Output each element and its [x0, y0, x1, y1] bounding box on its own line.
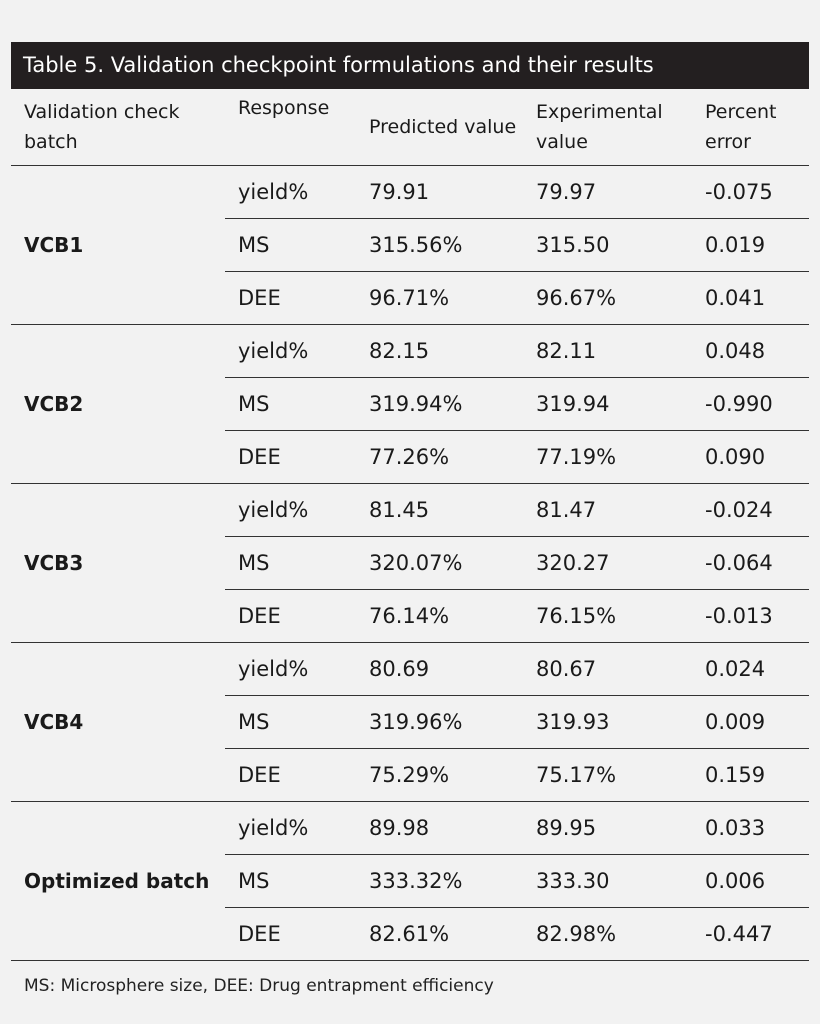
cell-experimental: 315.50 [523, 218, 692, 272]
cell-predicted: 82.61% [356, 907, 523, 961]
cell-experimental: 82.11 [523, 324, 692, 378]
cell-error: 0.019 [692, 218, 809, 272]
cell-response: DEE [225, 589, 356, 643]
cell-error: 0.048 [692, 324, 809, 378]
cell-predicted: 319.96% [356, 695, 523, 749]
cell-response: MS [225, 695, 356, 749]
table-container: Table 5. Validation checkpoint formulati… [11, 42, 809, 961]
cell-predicted: 96.71% [356, 271, 523, 325]
cell-predicted: 333.32% [356, 854, 523, 908]
cell-experimental: 319.94 [523, 377, 692, 431]
cell-predicted: 81.45 [356, 483, 523, 537]
cell-experimental: 333.30 [523, 854, 692, 908]
cell-response: yield% [225, 324, 356, 378]
cell-predicted: 79.91 [356, 165, 523, 219]
cell-predicted: 80.69 [356, 642, 523, 696]
cell-error: 0.090 [692, 430, 809, 484]
cell-predicted: 75.29% [356, 748, 523, 802]
cell-error: 0.009 [692, 695, 809, 749]
cell-experimental: 80.67 [523, 642, 692, 696]
cell-response: yield% [225, 483, 356, 537]
cell-experimental: 79.97 [523, 165, 692, 219]
batch-label: VCB3 [11, 483, 225, 643]
batch-label: VCB4 [11, 642, 225, 802]
cell-experimental: 82.98% [523, 907, 692, 961]
cell-experimental: 89.95 [523, 801, 692, 855]
cell-error: -0.447 [692, 907, 809, 961]
table-row: VCB4 yield% 80.69 80.67 0.024 [11, 642, 809, 802]
table-row: DEE 75.29% 75.17% 0.159 [11, 748, 809, 802]
batch-label: VCB1 [11, 165, 225, 325]
table-row: MS 320.07% 320.27 -0.064 [11, 536, 809, 590]
cell-predicted: 89.98 [356, 801, 523, 855]
batch-label: VCB2 [11, 324, 225, 484]
header-error: Percent error [692, 89, 809, 166]
table-row: DEE 96.71% 96.67% 0.041 [11, 271, 809, 325]
cell-predicted: 76.14% [356, 589, 523, 643]
cell-error: -0.024 [692, 483, 809, 537]
table-row: MS 315.56% 315.50 0.019 [11, 218, 809, 272]
cell-experimental: 319.93 [523, 695, 692, 749]
table-row: DEE 82.61% 82.98% -0.447 [11, 907, 809, 961]
cell-experimental: 77.19% [523, 430, 692, 484]
header-predicted: Predicted value [356, 89, 523, 166]
cell-response: yield% [225, 642, 356, 696]
cell-error: 0.041 [692, 271, 809, 325]
cell-response: MS [225, 536, 356, 590]
cell-error: -0.075 [692, 165, 809, 219]
cell-response: MS [225, 377, 356, 431]
cell-predicted: 320.07% [356, 536, 523, 590]
table-row: Optimized batch yield% 89.98 89.95 0.033 [11, 801, 809, 961]
header-batch: Validation check batch [11, 89, 225, 166]
cell-predicted: 319.94% [356, 377, 523, 431]
table-row: DEE 77.26% 77.19% 0.090 [11, 430, 809, 484]
cell-response: DEE [225, 271, 356, 325]
cell-experimental: 320.27 [523, 536, 692, 590]
table-row: VCB3 yield% 81.45 81.47 -0.024 [11, 483, 809, 643]
table-body: VCB1 yield% 79.91 79.97 -0.075 MS 315.56% 315.5… [11, 165, 809, 961]
table-row: VCB2 yield% 82.15 82.11 0.048 [11, 324, 809, 484]
cell-predicted: 82.15 [356, 324, 523, 378]
cell-experimental: 76.15% [523, 589, 692, 643]
cell-error: -0.013 [692, 589, 809, 643]
cell-experimental: 75.17% [523, 748, 692, 802]
header-row: Validation check batch Response Predicte… [11, 89, 809, 166]
cell-error: -0.064 [692, 536, 809, 590]
cell-response: yield% [225, 165, 356, 219]
cell-error: 0.033 [692, 801, 809, 855]
header-experimental: Experimental value [523, 89, 692, 166]
validation-table: Validation check batch Response Predicte… [11, 89, 809, 961]
cell-response: DEE [225, 430, 356, 484]
cell-response: DEE [225, 907, 356, 961]
table-row: DEE 76.14% 76.15% -0.013 [11, 589, 809, 643]
batch-label: Optimized batch [11, 801, 225, 961]
cell-response: MS [225, 854, 356, 908]
cell-error: -0.990 [692, 377, 809, 431]
table-row: MS 333.32% 333.30 0.006 [11, 854, 809, 908]
cell-response: yield% [225, 801, 356, 855]
cell-error: 0.159 [692, 748, 809, 802]
cell-response: DEE [225, 748, 356, 802]
cell-response: MS [225, 218, 356, 272]
table-row: MS 319.96% 319.93 0.009 [11, 695, 809, 749]
cell-experimental: 96.67% [523, 271, 692, 325]
table-row: MS 319.94% 319.94 -0.990 [11, 377, 809, 431]
table-row: VCB1 yield% 79.91 79.97 -0.075 [11, 165, 809, 325]
header-response: Response [225, 89, 356, 166]
table-footnote: MS: Microsphere size, DEE: Drug entrapme… [24, 976, 494, 996]
cell-predicted: 315.56% [356, 218, 523, 272]
cell-predicted: 77.26% [356, 430, 523, 484]
cell-experimental: 81.47 [523, 483, 692, 537]
table-title: Table 5. Validation checkpoint formulati… [11, 42, 809, 89]
cell-error: 0.006 [692, 854, 809, 908]
cell-error: 0.024 [692, 642, 809, 696]
